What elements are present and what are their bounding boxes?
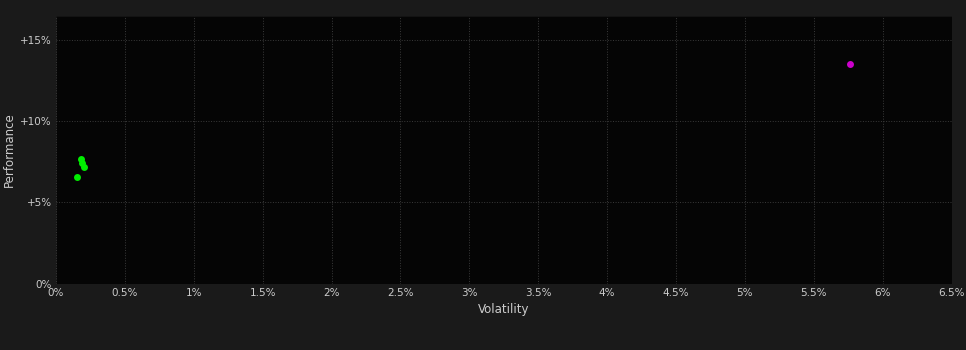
Point [841, 62, 857, 67]
Point [73, 156, 89, 161]
X-axis label: Volatility: Volatility [478, 303, 529, 316]
Point [69, 174, 84, 180]
Y-axis label: Performance: Performance [3, 112, 16, 187]
Point [74, 161, 90, 166]
Point [76, 164, 92, 170]
